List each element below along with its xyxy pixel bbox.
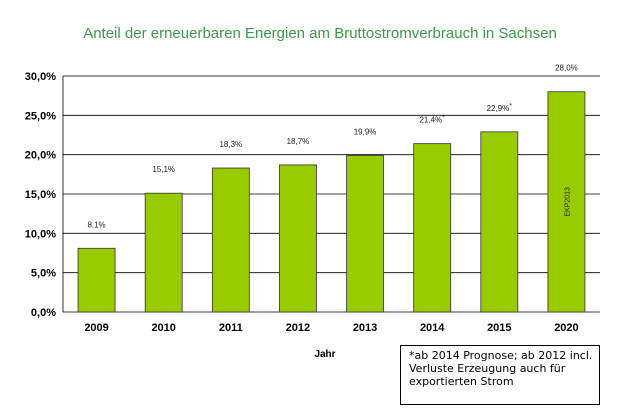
y-tick-label: 20,0%	[25, 150, 56, 162]
data-label: 21,4%*	[419, 115, 445, 125]
x-axis-title: Jahr	[314, 349, 335, 360]
data-label: 19,9%	[354, 127, 377, 136]
footnote-marker: *	[509, 103, 512, 110]
bars	[77, 91, 586, 313]
chart-title: Anteil der erneuerbaren Energien am Brut…	[83, 25, 557, 42]
footnote-line: Verluste Erzeugung auch für	[409, 362, 566, 375]
x-category-label: 2012	[286, 322, 310, 334]
bar	[480, 131, 519, 313]
footnote-box: *ab 2014 Prognose; ab 2012 incl. Verlust…	[400, 345, 600, 405]
bar	[211, 167, 250, 313]
data-label: 18,7%	[287, 137, 310, 146]
y-tick-label: 5,0%	[31, 268, 56, 280]
bar-annotation: EKP2013	[564, 187, 571, 217]
x-category-label: 2009	[84, 322, 108, 334]
bar	[547, 91, 586, 313]
data-label: 8,1%	[87, 220, 105, 229]
data-label: 15,1%	[152, 165, 175, 174]
x-category-label: 2010	[151, 322, 175, 334]
data-label: 18,3%	[219, 140, 242, 149]
y-tick-label: 10,0%	[25, 228, 56, 240]
bar	[77, 247, 116, 313]
data-labels: 8,1% 15,1% 18,3% 18,7% 19,9% 21,4%* 22,9%* 28,0…	[87, 64, 577, 230]
x-category-label: 2015	[487, 322, 511, 334]
footnote-line: *ab 2014 Prognose; ab 2012 incl.	[409, 349, 593, 362]
bar	[413, 143, 452, 313]
x-category-label: 2013	[353, 322, 377, 334]
data-label: 28,0%	[555, 64, 578, 73]
data-label: 22,9%*	[487, 103, 513, 113]
x-category-labels: 2009 2010 2011 2012 2013 2014 2015 2020	[84, 322, 578, 334]
y-tick-labels: 0,0% 5,0% 10,0% 15,0% 20,0% 25,0% 30,0%	[25, 71, 56, 319]
bar	[346, 155, 384, 313]
footnote-line: exportierten Strom	[409, 375, 514, 388]
x-category-label: 2014	[420, 322, 445, 334]
y-tick-label: 30,0%	[25, 71, 56, 83]
x-category-label: 2020	[554, 322, 578, 334]
bar	[144, 192, 183, 313]
bar	[279, 164, 317, 313]
footnote-marker: *	[442, 115, 445, 122]
y-tick-label: 25,0%	[25, 110, 56, 122]
gridlines	[62, 75, 600, 313]
x-category-label: 2011	[219, 322, 243, 334]
y-tick-label: 15,0%	[25, 189, 56, 201]
y-tick-label: 0,0%	[31, 307, 56, 319]
